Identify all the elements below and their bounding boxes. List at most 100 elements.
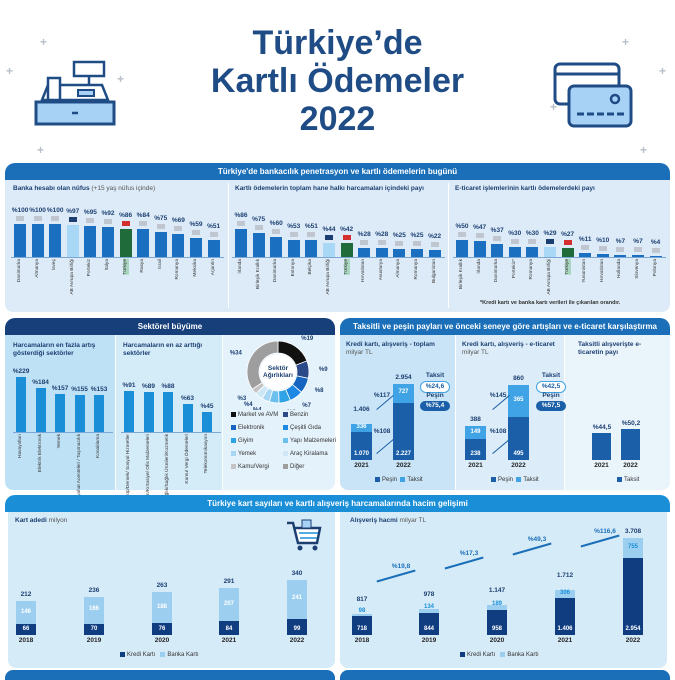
chart-legend: Taksit xyxy=(617,477,639,483)
chart-legend: Kredi Kartı Banka Kartı xyxy=(460,652,539,658)
chart-title: Harcamaların en fazla artış gösterdiği s… xyxy=(13,342,108,358)
segment-value: 207 xyxy=(219,601,239,607)
axis-label: Romanya xyxy=(175,259,181,280)
segment-value: 70 xyxy=(84,626,104,632)
value-label: %22 xyxy=(420,233,450,240)
flag-icon xyxy=(325,235,333,240)
year-label: 2022 xyxy=(618,637,648,644)
bar xyxy=(49,224,61,257)
axis-label: Slovenya xyxy=(635,259,641,279)
flag-icon xyxy=(51,216,59,221)
legend-item: Çeşitli Gıda xyxy=(283,425,321,431)
decor-plus-icon: + xyxy=(659,64,666,78)
decor-plus-icon: + xyxy=(40,35,47,49)
flag-icon xyxy=(634,247,642,252)
segment-value: 76 xyxy=(152,626,172,632)
legend-label: Diğer xyxy=(290,464,304,470)
segment-value: 188 xyxy=(152,604,172,610)
bar xyxy=(75,395,85,432)
legend-swatch xyxy=(120,652,125,657)
bar xyxy=(32,224,44,257)
bar xyxy=(323,243,335,257)
axis-label: Hırvatistan xyxy=(600,259,606,282)
axis-label: Danimarka xyxy=(17,259,23,282)
flag-icon xyxy=(413,241,421,246)
legend-swatch xyxy=(160,652,165,657)
year-label: 2022 xyxy=(388,462,419,469)
legend-label: Taksit xyxy=(523,477,538,483)
baseline xyxy=(11,257,224,258)
legend-label: Araç Kiralama xyxy=(290,451,328,457)
chart-legend: Kredi Kartı Banka Kartı xyxy=(120,652,199,658)
year-label: 2022 xyxy=(616,462,645,469)
legend-swatch xyxy=(491,477,496,482)
axis-label: Türkiye xyxy=(565,259,571,275)
decor-plus-icon: + xyxy=(640,143,647,157)
bar xyxy=(67,225,79,257)
bar xyxy=(84,226,96,257)
legend-label: Market ve AVM xyxy=(238,412,278,418)
bar xyxy=(172,234,184,257)
flag-icon xyxy=(395,241,403,246)
decor-plus-icon: + xyxy=(37,143,44,157)
axis-label: Seyahat Acenteleri / Taşımacılık xyxy=(77,434,83,502)
bar xyxy=(562,248,574,257)
year-label: 2018 xyxy=(11,637,41,644)
axis-label: Danimarka xyxy=(494,259,500,282)
value-label: %63 xyxy=(173,395,203,402)
growth-label: %19,8 xyxy=(386,563,416,570)
section1-header: Türkiye'de bankacılık penetrasyon ve kar… xyxy=(5,163,670,180)
title-line-1: Türkiye’de xyxy=(0,24,675,62)
section2b-header: Taksitli ve peşin payları ve önceki sene… xyxy=(340,318,670,335)
flag-icon xyxy=(86,218,94,223)
share-pesin-badge: %75,4 xyxy=(420,401,450,411)
axis-label: Sağlık/Sağlık Ürünleri/Kozmetik xyxy=(165,434,171,501)
value-label: %229 xyxy=(6,368,36,375)
share-label: Taksit xyxy=(536,372,566,379)
legend-label: Yemek xyxy=(238,451,256,457)
segment-value: 306 xyxy=(555,590,575,596)
axis-label: Almanya xyxy=(396,259,402,278)
growth-label: %108 xyxy=(483,428,513,435)
total-label: 1.147 xyxy=(482,587,512,594)
total-label: 817 xyxy=(347,596,377,603)
value-label: %50,2 xyxy=(616,420,646,427)
axis-label: Hollanda xyxy=(617,259,623,278)
year-label: 2021 xyxy=(550,637,580,644)
flag-icon xyxy=(104,219,112,224)
decor-plus-icon: + xyxy=(6,64,13,78)
legend-label: Çeşitli Gıda xyxy=(290,425,321,431)
legend-label: Banka Kartı xyxy=(507,652,538,658)
bar xyxy=(208,240,220,257)
legend-label: Peşin xyxy=(498,477,513,483)
legend-swatch xyxy=(516,477,521,482)
segment-value: 66 xyxy=(16,626,36,632)
legend-label: Peşin xyxy=(382,477,397,483)
axis-label: Meksika xyxy=(193,259,199,277)
flag-icon xyxy=(272,229,280,234)
total-label: 291 xyxy=(214,578,244,585)
legend-label: Yapı Malzemeleri xyxy=(290,438,336,444)
bar xyxy=(509,247,521,257)
legend-label: Elektronik xyxy=(238,425,264,431)
bar xyxy=(474,241,486,257)
legend-swatch xyxy=(283,412,288,417)
axis-label: Danimarka xyxy=(273,259,279,282)
flag-icon xyxy=(307,232,315,237)
legend-swatch xyxy=(283,438,288,443)
bar xyxy=(55,394,65,432)
total-label: 263 xyxy=(147,582,177,589)
flag-icon xyxy=(378,240,386,245)
legend-swatch xyxy=(231,438,236,443)
next-section-header xyxy=(340,670,670,680)
axis-label: Türkiye xyxy=(344,259,350,275)
axis-label: Türkiye xyxy=(123,259,129,275)
total-label: 340 xyxy=(282,570,312,577)
axis-label: Hırvatistan xyxy=(361,259,367,282)
value-label: %4 xyxy=(641,239,671,246)
axis-label: Havayolları xyxy=(18,434,24,458)
growth-label: %108 xyxy=(367,428,397,435)
chart-legend: Peşin Taksit xyxy=(375,477,423,483)
value-label: %51 xyxy=(199,223,229,230)
segment-value: 1.406 xyxy=(555,626,575,632)
